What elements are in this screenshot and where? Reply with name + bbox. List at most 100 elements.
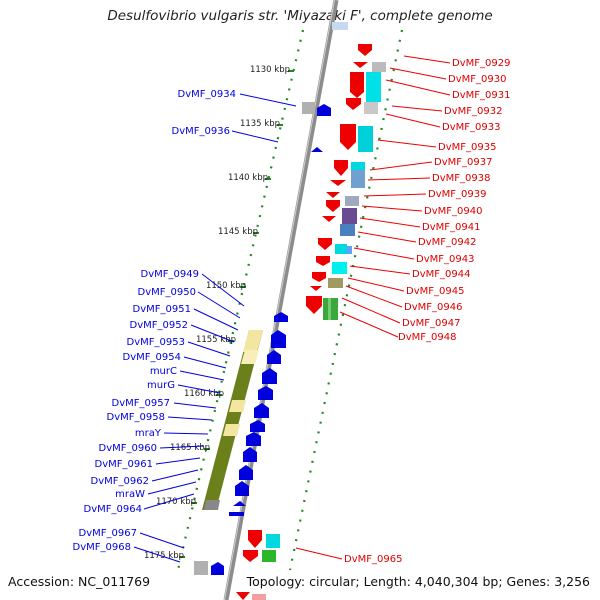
gene-label: DvMF_0950: [138, 287, 196, 298]
gene-label: DvMF_0964: [84, 504, 142, 515]
gene-arrow: [262, 368, 277, 384]
gene-label: DvMF_0942: [418, 237, 476, 248]
gene-arrow: [258, 386, 273, 400]
operon-block-grey: [204, 500, 220, 510]
gene-label: murC: [150, 366, 177, 377]
callout-line: [190, 324, 235, 343]
callout-line: [385, 113, 441, 128]
gene-feature: [335, 244, 347, 254]
gene-label: DvMF_0958: [107, 412, 165, 423]
callout-line: [347, 277, 405, 292]
callout-line: [177, 384, 221, 394]
axis-tick-label: 1155 kbp: [196, 335, 236, 345]
callout-line: [187, 341, 231, 357]
gene-label: DvMF_0968: [73, 542, 131, 553]
gene-feature: [328, 298, 331, 320]
gene-arrow: [250, 420, 265, 432]
gene-arrow: [334, 160, 348, 176]
callout-line: [183, 356, 227, 369]
gene-label: mraY: [135, 428, 162, 439]
gene-label: DvMF_0937: [434, 157, 492, 168]
callout-line: [143, 493, 195, 510]
gene-label: DvMF_0934: [178, 89, 236, 100]
gene-label: DvMF_0931: [452, 90, 510, 101]
gene-arrow-bottom-partial: [236, 592, 250, 600]
gene-label: DvMF_0946: [404, 302, 462, 313]
gene-label: DvMF_0932: [444, 106, 502, 117]
axis-tick-label: 1145 kbp: [218, 227, 258, 237]
reverse-strand-features: [194, 22, 348, 575]
callout-line: [363, 193, 427, 197]
gene-label: DvMF_0954: [123, 352, 181, 363]
genome-title: Desulfovibrio vulgaris str. 'Miyazaki F'…: [107, 8, 493, 24]
outer-tick-guide-right: [288, 29, 404, 571]
gene-arrow: [317, 104, 331, 116]
gene-label: DvMF_0960: [99, 443, 157, 454]
operon-block-pale: [229, 400, 246, 412]
gene-feature: [358, 126, 373, 152]
gene-label: DvMF_0933: [442, 122, 500, 133]
operon-block: [202, 330, 263, 510]
axis-tick-label: 1150 kbp: [206, 281, 246, 291]
gene-feature: [302, 102, 315, 114]
gene-arrow: [312, 272, 326, 282]
callout-line: [173, 402, 217, 409]
gene-label: DvMF_0935: [438, 142, 496, 153]
gene-label: DvMF_0930: [448, 74, 506, 85]
operon-block-pale: [223, 424, 240, 436]
gene-label: DvMF_0949: [141, 269, 199, 280]
gene-feature: [266, 534, 280, 548]
callout-line: [163, 432, 209, 435]
gene-label: DvMF_0943: [416, 254, 474, 265]
gene-arrow: [353, 62, 368, 68]
gene-label: DvMF_0952: [130, 320, 188, 331]
gene-label: DvMF_0947: [402, 318, 460, 329]
gene-feature: [262, 550, 276, 562]
gene-feature: [342, 208, 357, 224]
gene-arrow: [316, 256, 330, 266]
gene-label: DvMF_0953: [127, 337, 185, 348]
callout-line: [385, 79, 451, 96]
callout-line: [201, 273, 245, 307]
callout-line: [341, 297, 401, 324]
gene-label: DvMF_0965: [344, 554, 402, 565]
callout-line: [377, 139, 437, 148]
axis-tick-label: 1130 kbp: [250, 65, 290, 75]
gene-label: DvMF_0961: [95, 459, 153, 470]
gene-label: DvMF_0929: [452, 58, 510, 69]
gene-feature: [372, 62, 386, 72]
callout-line: [369, 161, 433, 171]
gene-arrow: [306, 296, 322, 314]
axis-tick-label: 1135 kbp: [240, 119, 280, 129]
callout-line: [353, 247, 415, 260]
callout-line: [391, 105, 443, 112]
gene-label: DvMF_0938: [432, 173, 490, 184]
genome-backbone: [223, 0, 339, 600]
gene-arrow: [254, 403, 269, 418]
operon-block-pale: [243, 330, 263, 352]
label-callouts: [133, 55, 451, 563]
gene-arrow: [243, 550, 258, 562]
callout-line: [151, 469, 199, 482]
gene-arrow: [311, 147, 323, 152]
gene-label: mraW: [115, 489, 145, 500]
callout-line: [133, 546, 181, 563]
callout-line: [357, 231, 417, 243]
outer-tick-guide-left: [176, 29, 305, 571]
axis-tick-label: 1160 kbp: [184, 389, 224, 399]
callout-line: [349, 265, 411, 275]
gene-arrow: [318, 238, 332, 250]
callout-line: [159, 445, 205, 449]
gene-feature-top-partial: [332, 22, 348, 30]
topology-summary: Topology: circular; Length: 4,040,304 bp…: [246, 574, 590, 589]
gene-label: DvMF_0948: [398, 332, 456, 343]
gene-arrow: [330, 180, 346, 186]
gene-feature: [332, 262, 347, 274]
gene-label: DvMF_0944: [412, 269, 470, 280]
axis-tick-label: 1165 kbp: [170, 443, 210, 453]
callout-line: [367, 177, 431, 181]
gene-arrow: [350, 72, 364, 98]
genome-backbone-highlight: [224, 0, 335, 600]
gene-arrow: [246, 432, 261, 446]
